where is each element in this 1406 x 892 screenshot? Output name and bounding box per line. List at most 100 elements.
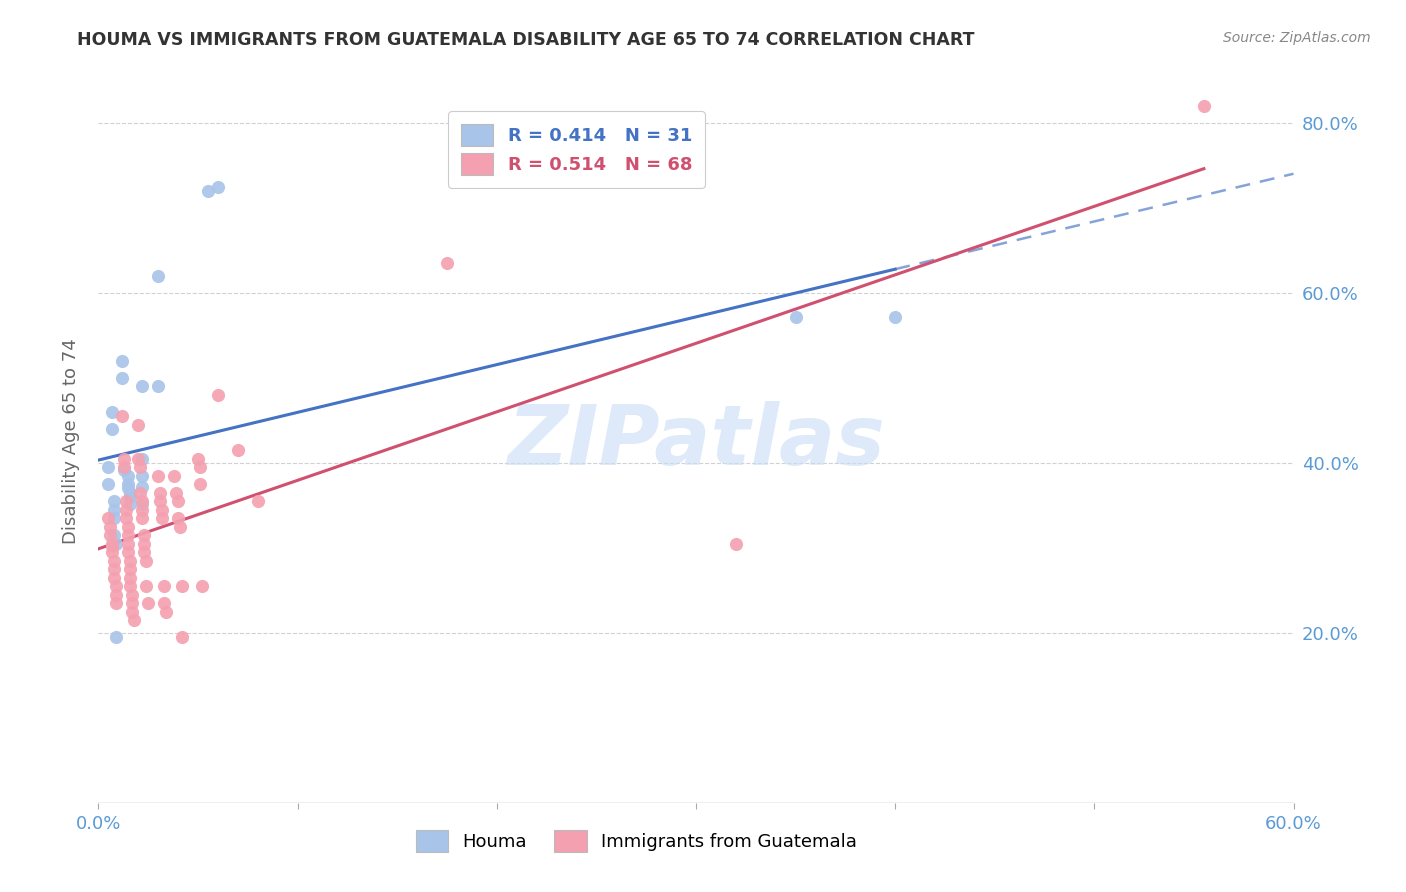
Point: [129, 485, 152, 500]
Point: [436, 256, 458, 270]
Point: [131, 511, 153, 525]
Point: [226, 443, 249, 458]
Point: [191, 579, 214, 593]
Point: [117, 528, 139, 542]
Point: [724, 536, 747, 550]
Point: [131, 497, 153, 511]
Point: [97, 477, 120, 491]
Point: [207, 388, 229, 402]
Point: [112, 460, 135, 475]
Point: [120, 488, 142, 502]
Point: [117, 477, 139, 491]
Point: [135, 553, 157, 567]
Point: [105, 536, 128, 550]
Point: [120, 562, 142, 576]
Point: [131, 468, 153, 483]
Point: [105, 579, 128, 593]
Point: [188, 477, 211, 491]
Point: [103, 511, 125, 525]
Point: [131, 494, 153, 508]
Point: [134, 545, 156, 559]
Point: [153, 579, 176, 593]
Point: [884, 310, 907, 324]
Point: [150, 502, 173, 516]
Point: [117, 545, 139, 559]
Point: [117, 536, 139, 550]
Point: [127, 417, 149, 432]
Point: [135, 579, 157, 593]
Point: [111, 409, 134, 423]
Point: [103, 570, 125, 584]
Point: [153, 596, 176, 610]
Point: [103, 528, 125, 542]
Point: [103, 502, 125, 516]
Point: [117, 468, 139, 483]
Point: [115, 511, 138, 525]
Point: [169, 519, 191, 533]
Point: [150, 511, 173, 525]
Point: [98, 519, 122, 533]
Point: [117, 481, 139, 495]
Point: [124, 613, 146, 627]
Text: ZIPatlas: ZIPatlas: [508, 401, 884, 482]
Point: [103, 494, 125, 508]
Point: [120, 497, 142, 511]
Legend: Houma, Immigrants from Guatemala: Houma, Immigrants from Guatemala: [408, 822, 865, 859]
Point: [155, 605, 177, 619]
Point: [120, 490, 142, 504]
Point: [163, 468, 186, 483]
Point: [207, 179, 229, 194]
Text: HOUMA VS IMMIGRANTS FROM GUATEMALA DISABILITY AGE 65 TO 74 CORRELATION CHART: HOUMA VS IMMIGRANTS FROM GUATEMALA DISAB…: [77, 31, 974, 49]
Point: [111, 353, 134, 368]
Y-axis label: Disability Age 65 to 74: Disability Age 65 to 74: [62, 339, 80, 544]
Point: [121, 605, 143, 619]
Point: [117, 519, 139, 533]
Point: [103, 562, 125, 576]
Point: [103, 553, 125, 567]
Point: [134, 536, 156, 550]
Point: [131, 379, 153, 393]
Point: [131, 480, 153, 494]
Point: [120, 485, 142, 500]
Point: [246, 494, 269, 508]
Text: Source: ZipAtlas.com: Source: ZipAtlas.com: [1223, 31, 1371, 45]
Point: [97, 460, 120, 475]
Point: [115, 502, 138, 516]
Point: [149, 494, 172, 508]
Point: [120, 579, 142, 593]
Point: [120, 553, 142, 567]
Point: [101, 405, 124, 419]
Point: [148, 268, 170, 283]
Point: [111, 371, 134, 385]
Point: [188, 460, 211, 475]
Point: [149, 485, 172, 500]
Point: [172, 630, 194, 644]
Point: [105, 596, 128, 610]
Point: [98, 528, 122, 542]
Point: [187, 451, 209, 466]
Point: [131, 502, 153, 516]
Point: [165, 485, 187, 500]
Point: [167, 511, 190, 525]
Point: [197, 184, 219, 198]
Point: [136, 596, 159, 610]
Point: [1192, 99, 1215, 113]
Point: [112, 462, 135, 476]
Point: [105, 630, 128, 644]
Point: [97, 511, 120, 525]
Point: [101, 422, 124, 436]
Point: [131, 451, 153, 466]
Point: [167, 494, 190, 508]
Point: [101, 539, 124, 553]
Point: [785, 310, 807, 324]
Point: [172, 579, 194, 593]
Point: [115, 494, 138, 508]
Point: [127, 451, 149, 466]
Point: [101, 536, 124, 550]
Point: [121, 588, 143, 602]
Point: [101, 545, 124, 559]
Point: [112, 451, 135, 466]
Point: [121, 596, 143, 610]
Point: [120, 570, 142, 584]
Point: [148, 379, 170, 393]
